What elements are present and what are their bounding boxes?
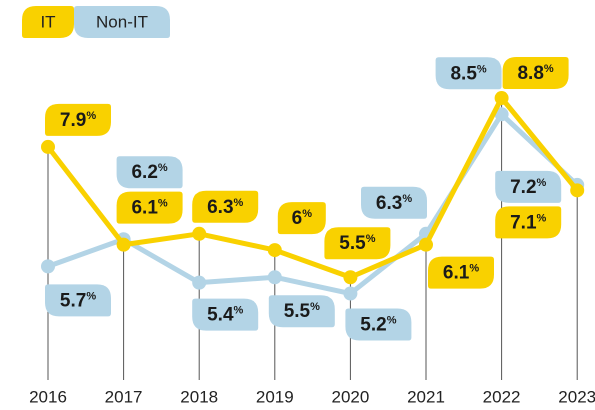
- value-label: 6.2%: [131, 162, 167, 183]
- value-label: 5.4%: [207, 305, 243, 326]
- value-label-box: [116, 156, 183, 189]
- value-label: 8.8%: [517, 63, 553, 84]
- value-label-box: [345, 308, 412, 341]
- value-label-box: [45, 103, 111, 136]
- data-point: [41, 259, 55, 274]
- x-tick-label: 2020: [331, 387, 369, 406]
- series-line: [46, 95, 580, 280]
- value-label: 6.1%: [443, 263, 479, 284]
- value-label-box: [192, 298, 259, 331]
- data-point: [267, 243, 282, 258]
- value-label-box: [495, 170, 562, 203]
- x-tick-label: 2016: [29, 387, 67, 406]
- value-label: 5.2%: [360, 314, 396, 335]
- value-label: 7.9%: [60, 110, 96, 131]
- data-point: [343, 270, 358, 285]
- legend-label: IT: [40, 12, 55, 31]
- x-tick-label: 2018: [180, 387, 218, 406]
- value-label: 6.3%: [207, 197, 243, 218]
- data-point: [192, 275, 207, 290]
- value-label-box: [361, 186, 427, 219]
- value-label-box: [495, 206, 562, 239]
- value-label: 5.5%: [339, 233, 375, 254]
- value-label: 6.3%: [376, 193, 412, 214]
- value-label-box: [192, 190, 259, 223]
- data-point: [267, 270, 282, 285]
- data-point: [419, 237, 433, 252]
- series-line: [47, 111, 579, 297]
- value-label-box: [428, 256, 494, 289]
- x-tick-label: 2021: [407, 387, 445, 406]
- value-label-box: [324, 227, 391, 260]
- value-label-box: [502, 57, 569, 90]
- data-point: [192, 226, 207, 241]
- value-label-box: [116, 191, 183, 224]
- value-label-box: [277, 202, 326, 235]
- x-tick-label: 2017: [105, 387, 143, 406]
- value-label-box: [435, 57, 502, 90]
- x-tick-label: 2023: [558, 387, 595, 406]
- value-label-box: [45, 284, 111, 317]
- data-point: [570, 183, 585, 198]
- legend-label: Non-IT: [96, 12, 148, 31]
- data-point: [116, 237, 131, 252]
- data-point: [494, 91, 509, 106]
- value-label: 5.7%: [60, 290, 96, 311]
- value-label-box: [268, 295, 335, 328]
- legend-swatch: [22, 6, 74, 38]
- value-label: 6%: [292, 208, 313, 229]
- value-label: 7.2%: [510, 177, 546, 198]
- value-label: 8.5%: [450, 63, 486, 84]
- data-point: [41, 139, 55, 154]
- x-tick-label: 2022: [483, 387, 521, 406]
- value-label: 6.1%: [131, 198, 167, 219]
- x-tick-label: 2019: [256, 387, 294, 406]
- data-point: [494, 107, 509, 122]
- value-label: 5.5%: [284, 301, 320, 322]
- value-label: 7.1%: [510, 212, 546, 233]
- data-point: [343, 286, 358, 301]
- legend-swatch: [74, 6, 170, 38]
